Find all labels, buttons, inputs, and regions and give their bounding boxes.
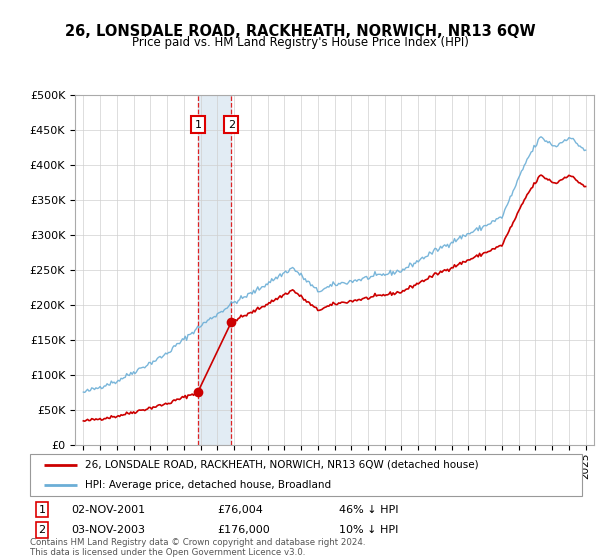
Text: £176,000: £176,000 — [218, 525, 271, 535]
Text: 10% ↓ HPI: 10% ↓ HPI — [339, 525, 398, 535]
Text: HPI: Average price, detached house, Broadland: HPI: Average price, detached house, Broa… — [85, 480, 331, 490]
Text: £76,004: £76,004 — [218, 505, 263, 515]
FancyBboxPatch shape — [30, 454, 582, 496]
Text: 1: 1 — [194, 120, 202, 129]
Text: 02-NOV-2001: 02-NOV-2001 — [71, 505, 146, 515]
Text: Price paid vs. HM Land Registry's House Price Index (HPI): Price paid vs. HM Land Registry's House … — [131, 36, 469, 49]
Text: Contains HM Land Registry data © Crown copyright and database right 2024.
This d: Contains HM Land Registry data © Crown c… — [30, 538, 365, 557]
Text: 03-NOV-2003: 03-NOV-2003 — [71, 525, 145, 535]
Text: 2: 2 — [38, 525, 46, 535]
Text: 46% ↓ HPI: 46% ↓ HPI — [339, 505, 398, 515]
Text: 26, LONSDALE ROAD, RACKHEATH, NORWICH, NR13 6QW: 26, LONSDALE ROAD, RACKHEATH, NORWICH, N… — [65, 25, 535, 39]
Text: 2: 2 — [228, 120, 235, 129]
Text: 26, LONSDALE ROAD, RACKHEATH, NORWICH, NR13 6QW (detached house): 26, LONSDALE ROAD, RACKHEATH, NORWICH, N… — [85, 460, 479, 470]
Text: 1: 1 — [38, 505, 46, 515]
Bar — [198, 95, 232, 445]
